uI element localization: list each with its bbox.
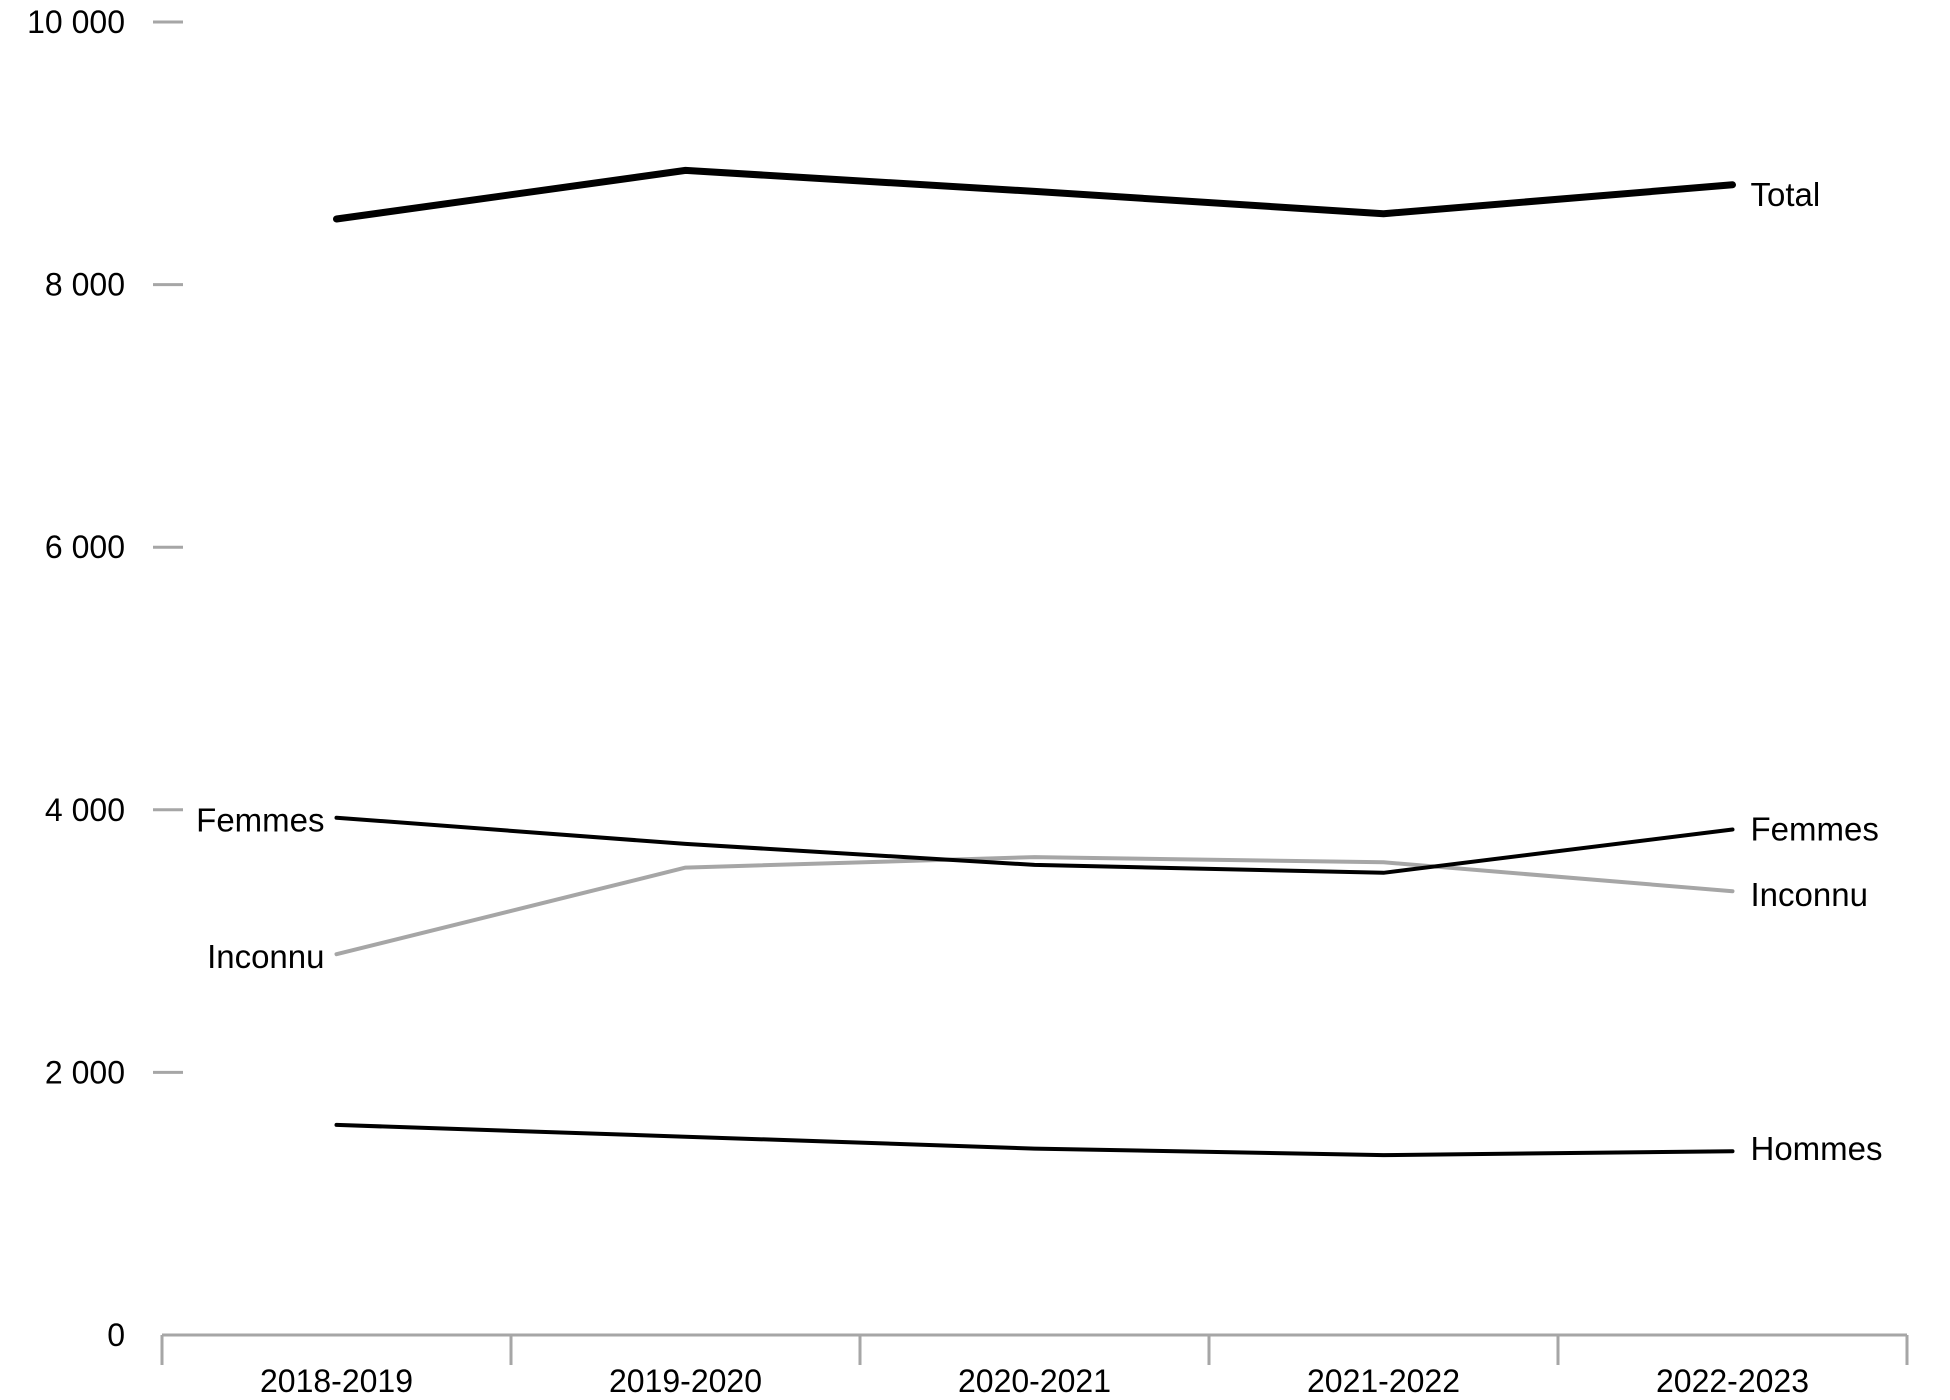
series-label-right-inconnu: Inconnu — [1751, 876, 1868, 913]
y-tick-label: 6 000 — [45, 529, 125, 565]
series-label-right-hommes: Hommes — [1751, 1130, 1883, 1167]
y-tick-label: 10 000 — [27, 4, 125, 40]
y-tick-label: 4 000 — [45, 792, 125, 828]
series-line-total — [333, 166, 1736, 223]
series-line-hommes — [334, 1122, 1735, 1158]
y-axis: 0 2 000 4 000 6 000 8 000 10 000 — [27, 4, 183, 1353]
series-layer — [333, 166, 1736, 1158]
series-line-femmes — [334, 815, 1735, 875]
series-label-left-femmes: Femmes — [196, 802, 324, 839]
x-tick-label: 2019-2020 — [609, 1363, 762, 1399]
x-tick-label: 2018-2019 — [260, 1363, 413, 1399]
x-tick-label: 2020-2021 — [958, 1363, 1111, 1399]
series-label-left-inconnu: Inconnu — [207, 938, 324, 975]
y-tick-label: 2 000 — [45, 1054, 125, 1090]
x-tick-label: 2021-2022 — [1307, 1363, 1460, 1399]
y-tick-label: 8 000 — [45, 267, 125, 303]
series-label-right-total: Total — [1751, 176, 1821, 213]
series-labels: Total Femmes Femmes Inconnu Inconnu Hommes — [196, 176, 1882, 1167]
series-line-inconnu — [334, 855, 1735, 957]
x-axis: 2018-2019 2019-2020 2020-2021 2021-2022 2022… — [160, 1333, 1909, 1399]
y-tick-label: 0 — [107, 1317, 125, 1353]
x-tick-label: 2022-2023 — [1656, 1363, 1809, 1399]
series-label-right-femmes: Femmes — [1751, 810, 1879, 847]
